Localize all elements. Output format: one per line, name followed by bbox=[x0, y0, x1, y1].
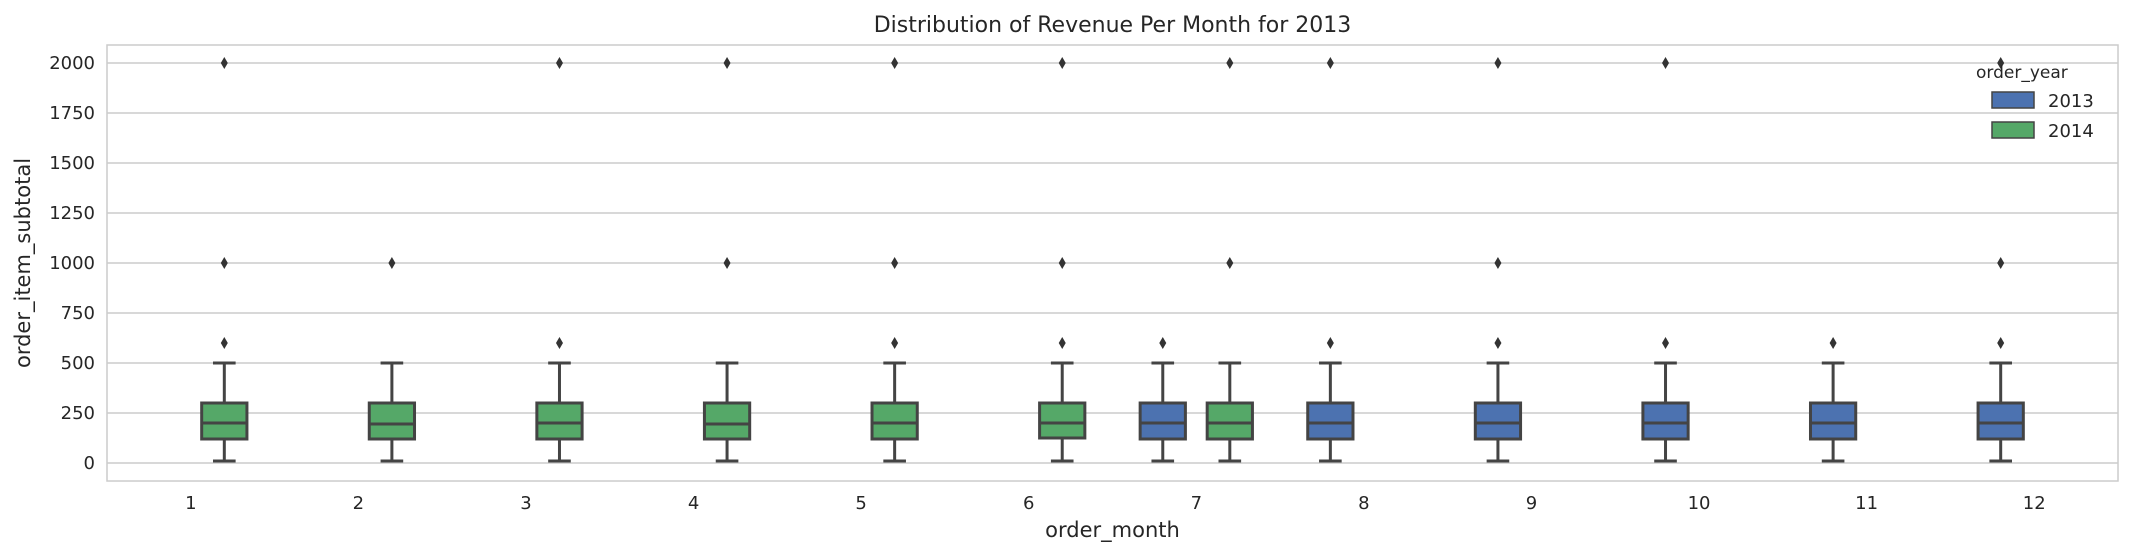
x-tick-label: 3 bbox=[520, 493, 531, 514]
iqr-box bbox=[1976, 401, 2025, 441]
x-tick-label: 4 bbox=[688, 493, 699, 514]
outlier-point bbox=[1494, 57, 1502, 69]
chart-title: Distribution of Revenue Per Month for 20… bbox=[874, 13, 1352, 38]
box-2014-month-1 bbox=[200, 57, 249, 463]
box-2014-month-2 bbox=[367, 257, 417, 463]
x-tick-labels: 1 2 3 4 5 6 7 8 9 10 11 12 bbox=[185, 493, 2046, 514]
iqr-box bbox=[1038, 401, 1087, 440]
outlier-point bbox=[220, 337, 228, 349]
iqr-box bbox=[1808, 401, 1858, 441]
outlier-point bbox=[1226, 57, 1234, 69]
box-series bbox=[200, 57, 2025, 463]
outlier-point bbox=[1997, 57, 2005, 69]
iqr-box bbox=[1138, 401, 1187, 441]
box-2013-month-11 bbox=[1808, 337, 1858, 463]
outlier-point bbox=[220, 257, 228, 269]
box-2014-month-7 bbox=[1205, 57, 1254, 463]
iqr-box bbox=[535, 401, 584, 441]
y-gridlines bbox=[107, 62, 2118, 464]
y-tick-label: 2000 bbox=[49, 53, 95, 74]
iqr-box bbox=[1306, 401, 1355, 441]
legend: order_year 2013 2014 bbox=[1976, 63, 2094, 142]
outlier-point bbox=[1662, 57, 1670, 69]
iqr-box bbox=[1641, 401, 1690, 441]
x-tick-label: 9 bbox=[1526, 493, 1537, 514]
y-tick-label: 1000 bbox=[49, 253, 95, 274]
outlier-point bbox=[1997, 337, 2005, 349]
y-tick-labels: 0 250 500 750 1000 1250 1500 1750 2000 bbox=[49, 53, 95, 474]
x-tick-label: 6 bbox=[1023, 493, 1034, 514]
y-tick-label: 750 bbox=[61, 303, 95, 324]
box-2014-month-6 bbox=[1038, 57, 1087, 463]
box-2013-month-10 bbox=[1641, 57, 1690, 463]
outlier-point bbox=[1326, 337, 1334, 349]
outlier-point bbox=[555, 337, 563, 349]
y-tick-label: 1750 bbox=[49, 103, 95, 124]
outlier-point bbox=[1058, 57, 1066, 69]
legend-label: 2013 bbox=[2048, 91, 2094, 112]
box-2013-month-9 bbox=[1473, 57, 1523, 463]
box-2014-month-4 bbox=[702, 57, 752, 463]
outlier-point bbox=[723, 257, 731, 269]
series-2013 bbox=[1138, 57, 2025, 463]
outlier-point bbox=[220, 57, 228, 69]
y-tick-label: 0 bbox=[84, 453, 95, 474]
iqr-box bbox=[1205, 401, 1254, 441]
outlier-point bbox=[891, 337, 899, 349]
outlier-point bbox=[555, 57, 563, 69]
outlier-point bbox=[891, 57, 899, 69]
outlier-point bbox=[1662, 337, 1670, 349]
iqr-box bbox=[200, 401, 249, 441]
iqr-box bbox=[367, 401, 417, 441]
outlier-point bbox=[1226, 257, 1234, 269]
outlier-point bbox=[723, 57, 731, 69]
series-2014 bbox=[200, 57, 1254, 463]
x-tick-label: 11 bbox=[1855, 493, 1878, 514]
legend-swatch bbox=[1991, 121, 2035, 139]
outlier-point bbox=[1997, 257, 2005, 269]
iqr-box bbox=[870, 401, 919, 441]
x-tick-label: 10 bbox=[1688, 493, 1711, 514]
legend-label: 2014 bbox=[2048, 121, 2094, 142]
x-tick-label: 5 bbox=[855, 493, 866, 514]
outlier-point bbox=[388, 257, 396, 269]
y-axis-label: order_item_subtotal bbox=[11, 158, 36, 368]
outlier-point bbox=[1058, 337, 1066, 349]
x-tick-label: 1 bbox=[185, 493, 196, 514]
x-tick-label: 7 bbox=[1191, 493, 1202, 514]
y-tick-label: 500 bbox=[61, 353, 95, 374]
y-tick-label: 1500 bbox=[49, 153, 95, 174]
box-2013-month-8 bbox=[1306, 57, 1355, 463]
box-2013-month-7 bbox=[1138, 337, 1187, 463]
iqr-box bbox=[702, 401, 752, 441]
box-2014-month-3 bbox=[535, 57, 584, 463]
outlier-point bbox=[1326, 57, 1334, 69]
y-tick-label: 250 bbox=[61, 403, 95, 424]
box-2013-month-12 bbox=[1976, 57, 2025, 463]
y-tick-label: 1250 bbox=[49, 203, 95, 224]
outlier-point bbox=[1494, 337, 1502, 349]
iqr-box bbox=[1473, 401, 1523, 441]
outlier-point bbox=[1058, 257, 1066, 269]
outlier-point bbox=[1494, 257, 1502, 269]
outlier-point bbox=[891, 257, 899, 269]
legend-title: order_year bbox=[1976, 63, 2068, 83]
box-2014-month-5 bbox=[870, 57, 919, 463]
x-tick-label: 12 bbox=[2023, 493, 2046, 514]
x-axis-label: order_month bbox=[1045, 518, 1180, 543]
legend-swatch bbox=[1991, 91, 2035, 109]
x-tick-label: 2 bbox=[353, 493, 364, 514]
outlier-point bbox=[1159, 337, 1167, 349]
x-tick-label: 8 bbox=[1358, 493, 1369, 514]
outlier-point bbox=[1829, 337, 1837, 349]
